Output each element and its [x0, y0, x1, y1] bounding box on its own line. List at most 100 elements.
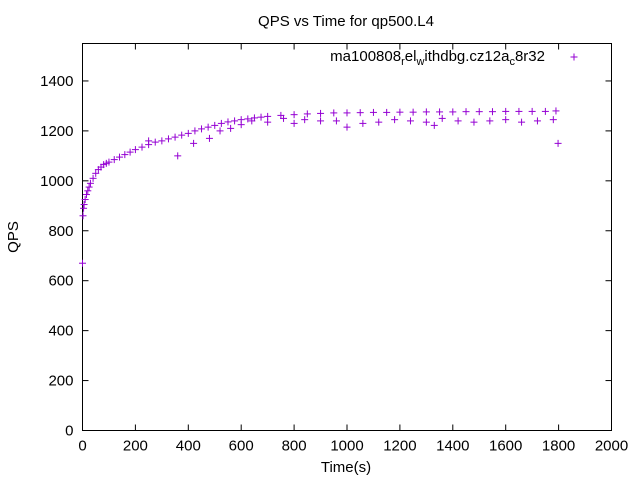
- data-point: [92, 169, 100, 177]
- data-point: [406, 117, 414, 125]
- data-point: [430, 121, 438, 129]
- x-tick-label: 1000: [330, 438, 363, 455]
- data-point: [359, 119, 367, 127]
- x-tick-label: 600: [229, 438, 254, 455]
- y-axis-label: QPS: [5, 221, 22, 253]
- data-point: [422, 108, 430, 116]
- data-point: [422, 118, 430, 126]
- data-point: [486, 117, 494, 125]
- data-point: [502, 107, 510, 115]
- data-point: [533, 117, 541, 125]
- data-point: [151, 138, 159, 146]
- data-point: [518, 118, 526, 126]
- data-point: [383, 108, 391, 116]
- data-point: [317, 117, 325, 125]
- data-point: [332, 117, 340, 125]
- legend-label: ma100808relwithdbg.cz12ac8r32: [330, 48, 545, 68]
- data-point: [116, 153, 124, 161]
- data-point: [191, 127, 199, 135]
- data-point: [343, 123, 351, 131]
- legend: ma100808relwithdbg.cz12ac8r32: [330, 48, 578, 68]
- data-point: [301, 116, 309, 124]
- data-point: [369, 108, 377, 116]
- data-point: [475, 108, 483, 116]
- x-tick-label: 1800: [542, 438, 575, 455]
- data-point: [80, 201, 88, 209]
- x-tick-label: 1200: [383, 438, 416, 455]
- data-point: [79, 259, 86, 267]
- data-point: [121, 151, 129, 159]
- data-point: [554, 139, 562, 147]
- x-tick-label: 400: [176, 438, 201, 455]
- data-point: [105, 158, 113, 166]
- data-point: [409, 108, 417, 116]
- data-point: [82, 191, 90, 199]
- data-point: [204, 123, 212, 131]
- data-point: [488, 108, 496, 116]
- data-point: [257, 113, 265, 121]
- y-tick-label: 400: [48, 323, 73, 340]
- x-tick-label: 1400: [436, 438, 469, 455]
- data-point: [470, 118, 478, 126]
- data-point: [174, 152, 182, 160]
- data-point: [131, 146, 139, 154]
- data-point: [244, 115, 252, 123]
- data-point: [184, 129, 192, 137]
- data-point: [164, 135, 172, 143]
- x-axis-label: Time(s): [321, 459, 371, 476]
- data-point: [454, 117, 462, 125]
- data-point: [211, 121, 219, 129]
- x-tick-label: 0: [78, 438, 86, 455]
- y-tick-label: 600: [48, 273, 73, 290]
- data-point: [356, 109, 364, 117]
- data-point: [81, 196, 89, 204]
- data-points: [79, 107, 562, 267]
- data-point: [280, 114, 288, 122]
- data-point: [515, 107, 523, 115]
- data-point: [84, 187, 92, 195]
- data-point: [438, 114, 446, 122]
- data-point: [541, 107, 549, 115]
- data-point: [158, 137, 166, 145]
- y-axis: 0 200 400 600 800 1000 1200 1400: [40, 73, 612, 440]
- data-point: [231, 117, 239, 125]
- data-point: [502, 116, 510, 124]
- data-point: [528, 107, 536, 115]
- x-axis: 0 200 400 600 800 1000 1200 1400 1600 1800 2000: [78, 43, 628, 455]
- data-point: [89, 174, 97, 182]
- data-point: [391, 116, 399, 124]
- legend-marker-symbol: [570, 53, 578, 61]
- data-point: [227, 124, 235, 132]
- plot-frame: [82, 43, 612, 431]
- data-point: [290, 111, 298, 119]
- data-point: [85, 183, 93, 191]
- y-tick-label: 800: [48, 223, 73, 240]
- data-point: [549, 116, 557, 124]
- y-tick-label: 1400: [40, 73, 73, 90]
- legend-marker: [570, 53, 578, 61]
- data-point: [217, 119, 225, 127]
- data-point: [343, 109, 351, 117]
- data-point: [190, 139, 198, 147]
- data-point: [303, 110, 311, 118]
- x-tick-label: 2000: [595, 438, 628, 455]
- x-tick-label: 800: [282, 438, 307, 455]
- data-point: [396, 108, 404, 116]
- data-point: [436, 108, 444, 116]
- data-point: [138, 143, 146, 151]
- data-point: [145, 137, 153, 145]
- data-point: [330, 109, 338, 117]
- data-point: [462, 108, 470, 116]
- data-point: [80, 204, 88, 212]
- chart-title: QPS vs Time for qp500.L4: [258, 13, 434, 30]
- data-point: [237, 121, 245, 129]
- data-point: [198, 125, 206, 133]
- x-tick-label: 1600: [489, 438, 522, 455]
- data-point: [290, 119, 298, 127]
- data-point: [248, 117, 256, 125]
- data-point: [449, 108, 457, 116]
- data-point: [375, 118, 383, 126]
- data-point: [216, 127, 224, 135]
- data-point: [317, 109, 325, 117]
